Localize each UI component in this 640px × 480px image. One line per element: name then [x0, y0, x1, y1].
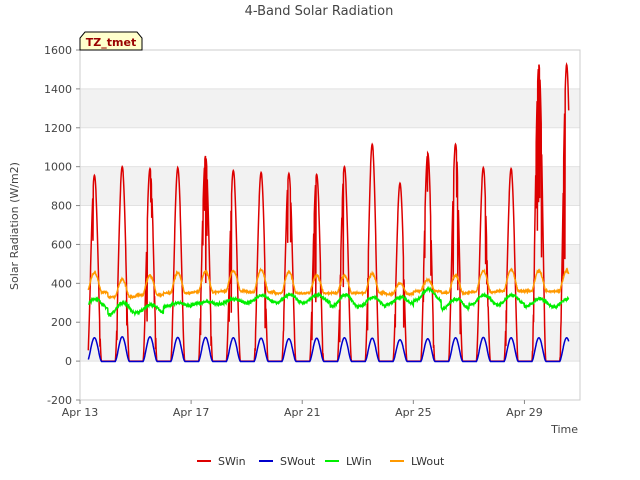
grid-band — [80, 244, 580, 284]
legend: SWin SWout LWin LWout — [197, 455, 445, 468]
grid-band — [80, 322, 580, 362]
grid-band — [80, 361, 580, 400]
x-tick-label: Apr 13 — [62, 406, 99, 419]
series-line-lwin — [88, 285, 570, 318]
x-tick-label: Apr 29 — [506, 406, 543, 419]
site-tag-label: TZ_tmet — [86, 36, 136, 49]
x-axis-label: Time — [550, 423, 578, 436]
plot-frame — [79, 49, 581, 401]
y-axis-label: Solar Radiation (W/m2) — [8, 162, 21, 290]
site-tag: TZ_tmet — [79, 31, 143, 51]
y-axis-ticks: -200 0 200 400 600 800 1000 1200 1400 1600 — [44, 44, 80, 407]
y-tick-label: 1400 — [44, 83, 72, 96]
legend-label: LWin — [346, 455, 372, 468]
y-tick-label: 400 — [51, 277, 72, 290]
x-tick-label: Apr 17 — [173, 406, 210, 419]
x-axis-ticks: Apr 13 Apr 17 Apr 21 Apr 25 Apr 29 — [62, 400, 543, 419]
y-tick-label: 1000 — [44, 161, 72, 174]
y-tick-label: 800 — [51, 200, 72, 213]
y-tick-label: 1200 — [44, 122, 72, 135]
grid-bands — [80, 49, 580, 401]
grid-band — [80, 50, 580, 89]
y-tick-label: 1600 — [44, 44, 72, 57]
grid-band — [80, 166, 580, 206]
y-tick-label: 0 — [65, 355, 72, 368]
x-tick-label: Apr 25 — [395, 406, 432, 419]
site-tag-box — [79, 31, 143, 51]
series-line-swout — [87, 336, 570, 363]
legend-label: SWin — [218, 455, 246, 468]
chart-title: 4-Band Solar Radiation — [245, 4, 394, 19]
grid-band — [80, 88, 580, 128]
y-tick-label: -200 — [47, 394, 72, 407]
y-tick-label: 600 — [51, 238, 72, 251]
x-tick-label: Apr 21 — [284, 406, 321, 419]
grid-band — [80, 205, 580, 245]
y-tick-label: 200 — [51, 316, 72, 329]
series-lines — [87, 62, 570, 363]
legend-label: SWout — [280, 455, 316, 468]
legend-label: LWout — [411, 455, 445, 468]
series-line-lwout — [87, 267, 570, 301]
grid-band — [80, 127, 580, 167]
